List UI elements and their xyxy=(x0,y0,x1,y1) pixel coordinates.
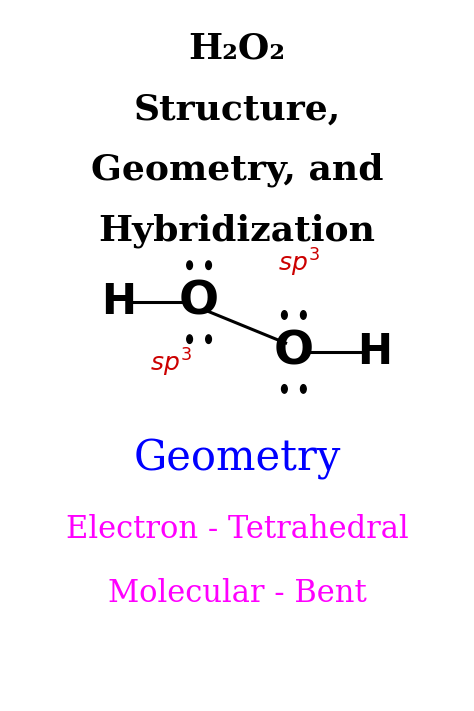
Circle shape xyxy=(282,311,287,319)
Text: H₂O₂: H₂O₂ xyxy=(189,32,285,66)
Text: $sp^3$: $sp^3$ xyxy=(150,346,191,379)
Text: Structure,: Structure, xyxy=(133,92,341,127)
Text: H: H xyxy=(101,281,136,324)
Text: O: O xyxy=(179,279,219,325)
Text: Electron - Tetrahedral: Electron - Tetrahedral xyxy=(66,514,408,545)
Text: Geometry: Geometry xyxy=(133,437,341,480)
Text: $sp^3$: $sp^3$ xyxy=(278,247,319,279)
Text: Molecular - Bent: Molecular - Bent xyxy=(108,578,366,609)
Circle shape xyxy=(206,261,211,269)
Circle shape xyxy=(187,261,192,269)
Text: Geometry, and: Geometry, and xyxy=(91,153,383,188)
Text: O: O xyxy=(274,329,314,375)
Circle shape xyxy=(187,335,192,343)
Circle shape xyxy=(301,385,306,393)
Circle shape xyxy=(206,335,211,343)
Text: Hybridization: Hybridization xyxy=(99,213,375,248)
Text: H: H xyxy=(357,331,392,373)
Circle shape xyxy=(282,385,287,393)
Circle shape xyxy=(301,311,306,319)
